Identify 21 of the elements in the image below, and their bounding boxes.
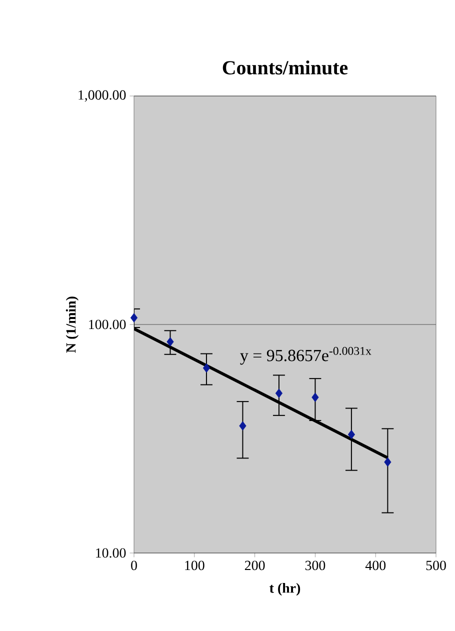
- point: [312, 392, 319, 402]
- x-tick-label: 200: [244, 560, 265, 570]
- x-tick-label: 300: [305, 560, 326, 570]
- point: [348, 430, 356, 440]
- x-tick-label: 100: [185, 560, 204, 570]
- point: [275, 388, 283, 398]
- annotation: y = 95.8657e$^{-0.0031x}$: [240, 346, 372, 365]
- x-axis-title: t (hr): [270, 582, 300, 596]
- point: [202, 363, 210, 373]
- x-tick-label: 0: [131, 560, 137, 570]
- x-tick-label: 400: [365, 560, 386, 570]
- y-tick-label: 10.00: [96, 548, 126, 558]
- point: [384, 457, 392, 467]
- x-tick-label: 500: [426, 560, 446, 570]
- point: [130, 313, 138, 322]
- y-tick-label: 100.00: [89, 320, 126, 330]
- y-axis-title: N (1/min): [66, 296, 79, 353]
- point: [239, 421, 246, 431]
- y-tick-label: 1,000.00: [78, 90, 126, 102]
- chart-title: Counts/minute: [222, 60, 348, 75]
- point: [166, 337, 174, 346]
